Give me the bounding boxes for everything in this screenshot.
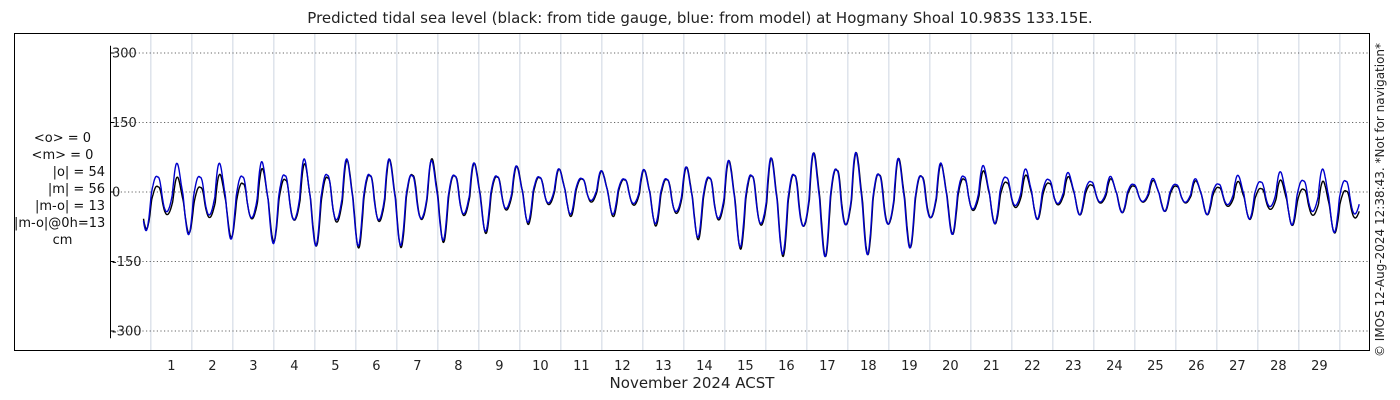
x-axis-label: November 2024 ACST xyxy=(609,374,775,392)
x-tick-label: 4 xyxy=(290,359,298,374)
x-tick-label: 17 xyxy=(819,359,836,374)
stat-abs-obs: |o| = 54 xyxy=(52,165,105,180)
x-tick-label: 24 xyxy=(1106,359,1123,374)
x-tick-label: 15 xyxy=(737,359,754,374)
x-tick-label: 16 xyxy=(778,359,795,374)
x-tick-label: 14 xyxy=(696,359,713,374)
stat-unit: cm xyxy=(52,233,73,248)
x-tick-label: 22 xyxy=(1024,359,1041,374)
series-line-from-model xyxy=(142,151,1360,258)
x-tick-label: 28 xyxy=(1270,359,1287,374)
x-tick-label: 12 xyxy=(614,359,631,374)
x-tick-label: 27 xyxy=(1229,359,1246,374)
x-tick-label: 8 xyxy=(454,359,462,374)
plot-frame xyxy=(14,33,1370,351)
x-tick-label: 3 xyxy=(249,359,257,374)
x-tick-label: 20 xyxy=(942,359,959,374)
x-tick-label: 23 xyxy=(1065,359,1082,374)
credit-note: © IMOS 12-Aug-2024 12:38:43. *Not for na… xyxy=(1373,42,1387,358)
x-tick-label: 1 xyxy=(167,359,175,374)
x-tick-label: 18 xyxy=(860,359,877,374)
chart-title: Predicted tidal sea level (black: from t… xyxy=(307,9,1093,27)
stat-abs-model: |m| = 56 xyxy=(47,182,105,197)
x-tick-label: 21 xyxy=(983,359,1000,374)
y-tick-label: 0 xyxy=(112,186,120,201)
y-tick-label: 150 xyxy=(112,116,137,131)
x-tick-label: 26 xyxy=(1188,359,1205,374)
x-tick-label: 10 xyxy=(532,359,549,374)
x-tick-label: 9 xyxy=(495,359,503,374)
x-tick-label: 25 xyxy=(1147,359,1164,374)
x-tick-label: 2 xyxy=(208,359,216,374)
x-tick-label: 7 xyxy=(413,359,421,374)
stat-mean-model: <m> = 0 xyxy=(31,148,94,163)
stats-panel: <o> = 0 <m> = 0 |o| = 54 |m| = 56 |m-o| … xyxy=(14,130,111,249)
stat-abs-diff-0h: |m-o|@0h=13 xyxy=(14,216,106,231)
stat-mean-obs: <o> = 0 xyxy=(33,131,92,146)
x-tick-label: 29 xyxy=(1311,359,1328,374)
x-tick-label: 13 xyxy=(655,359,672,374)
y-tick-label: 300 xyxy=(112,47,137,62)
series-line-from-tide-gauge xyxy=(142,151,1360,258)
x-tick-label: 11 xyxy=(573,359,590,374)
y-tick-label: -150 xyxy=(112,255,142,270)
y-tick-label: -300 xyxy=(112,324,142,339)
x-tick-label: 5 xyxy=(331,359,339,374)
stat-abs-diff: |m-o| = 13 xyxy=(34,199,105,214)
x-tick-label: 6 xyxy=(372,359,380,374)
x-tick-label: 19 xyxy=(901,359,918,374)
